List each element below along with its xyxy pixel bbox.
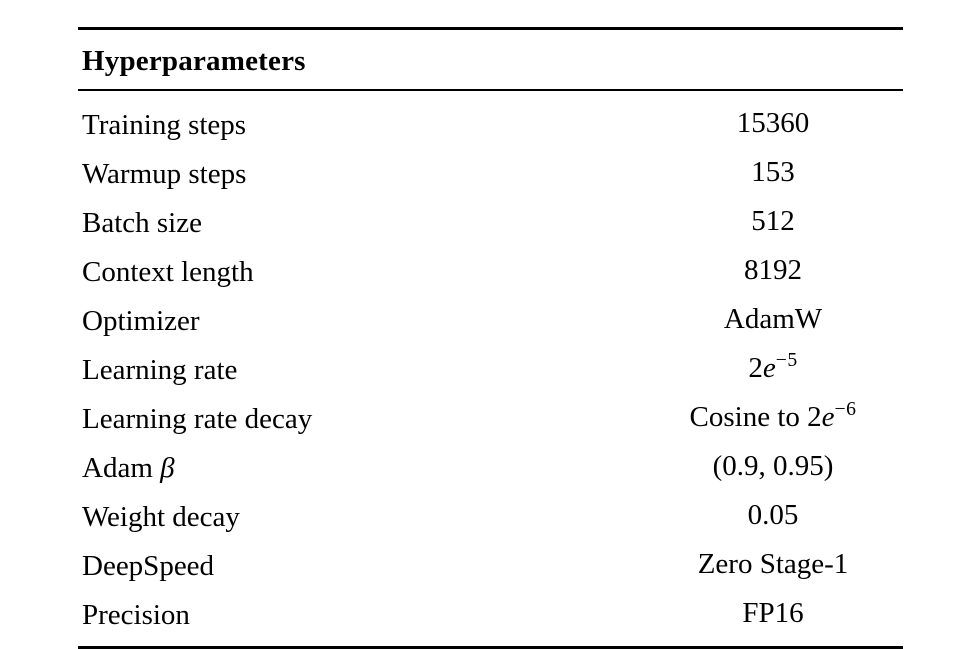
table-row: Learning rate decay Cosine to 2e−6 [78, 394, 903, 443]
param-value: 2e−5 [748, 349, 798, 384]
hyperparameters-table: Hyperparameters Training steps 15360 War… [78, 27, 903, 649]
param-label: Batch size [82, 206, 202, 239]
param-value: AdamW [723, 303, 823, 335]
param-value: 8192 [744, 254, 802, 286]
table-row: Adam β (0.9, 0.95) [78, 443, 903, 492]
param-value: (0.9, 0.95) [712, 450, 834, 482]
table-title: Hyperparameters [82, 45, 306, 77]
param-label: Training steps [82, 108, 247, 141]
param-label: Warmup steps [82, 157, 247, 190]
table-row: Warmup steps 153 [78, 149, 903, 198]
table-row: Precision FP16 [78, 590, 903, 646]
table-row: Training steps 15360 [78, 91, 903, 149]
param-value: 0.05 [747, 499, 799, 531]
param-label: Optimizer [82, 304, 200, 337]
parameter-table: Training steps 15360 Warmup steps 153 Ba… [78, 91, 903, 646]
param-value: Zero Stage-1 [697, 548, 849, 580]
table-row: Learning rate 2e−5 [78, 345, 903, 394]
param-value: Cosine to 2e−6 [689, 398, 857, 433]
param-value: 153 [751, 156, 795, 188]
table-row: DeepSpeed Zero Stage-1 [78, 541, 903, 590]
table-mid-rule [78, 89, 903, 91]
table-row: Optimizer AdamW [78, 296, 903, 345]
param-value: FP16 [742, 597, 804, 629]
param-value: 512 [751, 205, 795, 237]
param-label: Precision [82, 598, 190, 631]
param-label: DeepSpeed [82, 549, 215, 582]
table-row: Context length 8192 [78, 247, 903, 296]
param-label: Weight decay [82, 500, 240, 533]
param-label: Context length [82, 255, 254, 288]
param-label: Learning rate [82, 353, 238, 386]
param-label: Learning rate decay [82, 402, 313, 435]
table-top-rule [78, 27, 903, 30]
table-row: Batch size 512 [78, 198, 903, 247]
param-label: Adam β [82, 451, 175, 484]
param-value: 15360 [736, 107, 810, 139]
table-row: Weight decay 0.05 [78, 492, 903, 541]
